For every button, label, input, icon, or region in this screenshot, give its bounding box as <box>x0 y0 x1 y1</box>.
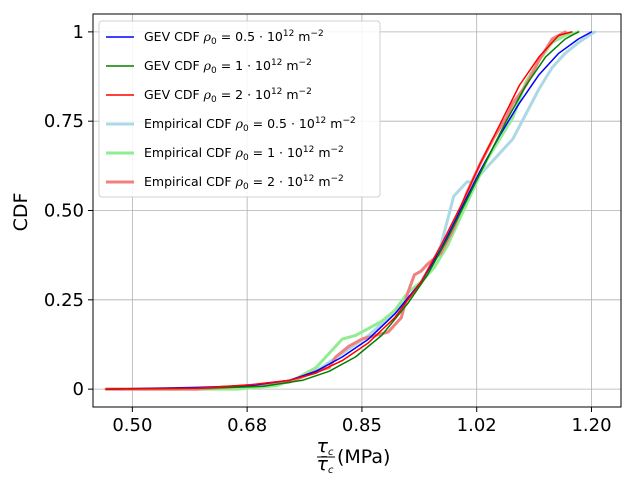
legend-label-gev-2: GEV CDF ρ0 = 2 · 1012 m−2 <box>144 87 312 105</box>
y-tick-label-4: 1 <box>73 22 84 43</box>
series-gev-2-line <box>105 31 573 390</box>
x-tick-label-3: 1.02 <box>457 415 497 436</box>
series-gev-1-line <box>105 31 580 390</box>
y-tick-label-2: 0.50 <box>44 201 84 222</box>
y-axis-label: CDF <box>10 193 32 232</box>
legend-label-gev-0.5: GEV CDF ρ0 = 0.5 · 1012 m−2 <box>144 29 324 47</box>
legend-label-gev-1: GEV CDF ρ0 = 1 · 1012 m−2 <box>144 58 312 76</box>
ticks: 0.50 0.68 0.85 1.02 1.20 0 0.25 0.50 0.75 1 <box>44 22 612 436</box>
legend-label-emp-0.5: Empirical CDF ρ0 = 0.5 · 1012 m−2 <box>144 116 356 134</box>
x-tick-label-2: 0.85 <box>342 415 382 436</box>
x-axis-label-unit: (MPa) <box>337 446 390 468</box>
legend-label-emp-2: Empirical CDF ρ0 = 2 · 1012 m−2 <box>144 174 344 192</box>
x-axis-label: τc τ̄c (MPa) <box>317 435 391 476</box>
y-tick-label-3: 0.75 <box>44 111 84 132</box>
y-tick-label-1: 0.25 <box>44 290 84 311</box>
x-tick-label-1: 0.68 <box>227 415 267 436</box>
x-tick-label-0: 0.50 <box>112 415 152 436</box>
legend-label-emp-1: Empirical CDF ρ0 = 1 · 1012 m−2 <box>144 145 344 163</box>
x-axis-label-denominator: τ̄c <box>317 453 334 476</box>
legend-box <box>98 20 381 198</box>
x-tick-label-4: 1.20 <box>571 415 611 436</box>
y-tick-label-0: 0 <box>73 379 84 400</box>
series-emp-2-line <box>104 30 567 391</box>
legend: GEV CDF ρ0 = 0.5 · 1012 m−2 GEV CDF ρ0 = … <box>98 20 381 198</box>
x-axis-label-numerator: τc <box>317 435 334 458</box>
series-layer <box>104 30 597 391</box>
